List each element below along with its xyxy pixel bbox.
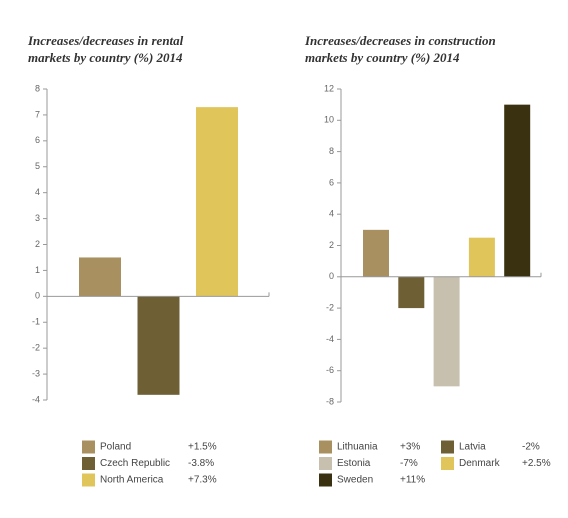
bar (468, 237, 495, 277)
chart-title: Increases/decreases in construction mark… (305, 33, 496, 65)
y-tick-label: 0 (329, 271, 334, 281)
y-tick-label: 8 (35, 83, 40, 93)
legend-value: +3% (400, 442, 420, 453)
legend-value: -2% (522, 442, 540, 453)
legend-label: Denmark (459, 458, 501, 469)
legend-swatch (319, 473, 332, 487)
chart-title: Increases/decreases in rental markets by… (28, 33, 184, 65)
y-tick-label: -1 (32, 317, 40, 327)
legend-swatch (319, 457, 332, 470)
bar (79, 257, 121, 297)
y-tick-label: 5 (35, 161, 40, 171)
legend-value: +7.3% (188, 475, 217, 486)
y-tick-label: 1 (35, 265, 40, 275)
y-tick-label: -2 (326, 302, 334, 312)
legend-swatch (319, 440, 332, 454)
y-tick-label: 2 (35, 239, 40, 249)
y-tick-label: -3 (32, 368, 40, 378)
y-tick-label: 4 (329, 209, 334, 219)
bar (433, 276, 460, 387)
legend-value: +11% (400, 475, 425, 486)
y-tick-label: -6 (326, 365, 334, 375)
y-tick-label: 3 (35, 213, 40, 223)
y-tick-label: -4 (326, 334, 334, 344)
legend-label: Lithuania (337, 442, 378, 453)
legend-swatch (82, 473, 95, 487)
y-tick-label: 7 (35, 109, 40, 119)
y-tick-label: -4 (32, 394, 40, 404)
legend-label: Latvia (459, 442, 486, 453)
bar (196, 107, 238, 297)
legend-value: -3.8% (188, 458, 214, 469)
y-tick-label: 6 (329, 177, 334, 187)
bar (398, 276, 425, 309)
legend-label: Sweden (337, 475, 373, 486)
y-tick-label: 6 (35, 135, 40, 145)
legend-swatch (441, 440, 454, 454)
y-tick-label: -2 (32, 343, 40, 353)
bar (137, 296, 180, 395)
y-tick-label: 8 (329, 146, 334, 156)
bar (504, 104, 531, 277)
legend-value: -7% (400, 458, 418, 469)
legend-label: Estonia (337, 458, 371, 469)
legend-label: North America (100, 475, 164, 486)
y-tick-label: 10 (324, 115, 334, 125)
y-tick-label: 12 (324, 83, 334, 93)
legend-swatch (82, 457, 95, 470)
y-tick-label: 2 (329, 240, 334, 250)
legend-value: +2.5% (522, 458, 551, 469)
legend-value: +1.5% (188, 442, 217, 453)
y-tick-label: 0 (35, 291, 40, 301)
y-tick-label: 4 (35, 187, 40, 197)
legend-label: Poland (100, 442, 131, 453)
legend-swatch (82, 440, 95, 454)
legend-swatch (441, 457, 454, 470)
y-tick-label: -8 (326, 396, 334, 406)
bar (363, 229, 389, 277)
legend-label: Czech Republic (100, 458, 170, 469)
